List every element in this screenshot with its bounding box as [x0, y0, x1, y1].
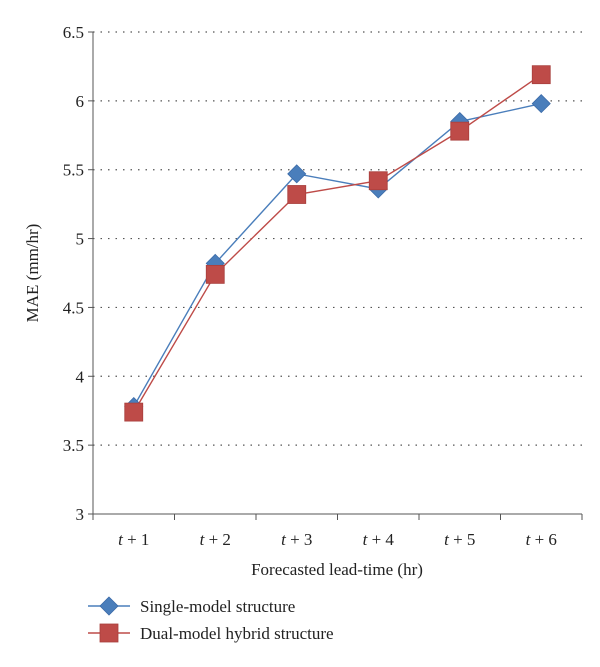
y-tick-label-3: 4.5: [63, 298, 84, 317]
series-2-point-1: [124, 402, 144, 422]
y-tick-label-6: 6: [76, 92, 85, 111]
legend-item-2: Dual-model hybrid structure: [88, 623, 334, 643]
legend-item-1: Single-model structure: [88, 596, 295, 616]
y-tick-labels: 3 3.5 4 4.5 5 5.5 6 6.5: [63, 23, 93, 524]
x-tick-var: t: [118, 530, 124, 549]
x-tick-rest: + 4: [367, 530, 394, 549]
legend-label-2: Dual-model hybrid structure: [140, 624, 334, 643]
gridlines: [93, 31, 582, 446]
x-tick-rest: + 1: [123, 530, 150, 549]
series-2: [124, 65, 551, 422]
y-tick-label-5: 5.5: [63, 161, 84, 180]
legend-marker-2: [99, 623, 119, 643]
x-tick-var: t: [281, 530, 287, 549]
y-tick-label-7: 6.5: [63, 23, 84, 42]
x-tick-label-3: t + 3: [281, 530, 312, 549]
x-tick-label-4: t + 4: [363, 530, 395, 549]
x-axis-title: Forecasted lead-time (hr): [251, 560, 423, 579]
series-line-2: [133, 74, 542, 413]
x-tick-label-1: t + 1: [118, 530, 149, 549]
y-tick-label-4: 5: [76, 230, 85, 249]
x-tick-label-5: t + 5: [444, 530, 475, 549]
x-tick-rest: + 2: [204, 530, 231, 549]
y-tick-label-2: 4: [76, 367, 85, 386]
series-2-point-5: [450, 121, 470, 141]
legend-label-1: Single-model structure: [140, 597, 295, 616]
series-1-point-6: [531, 94, 551, 114]
series-line-1: [133, 102, 542, 407]
x-tick-var: t: [363, 530, 369, 549]
series-2-point-2: [205, 264, 225, 284]
y-tick-label-1: 3.5: [63, 436, 84, 455]
legend-marker-1: [99, 596, 119, 616]
y-axis-title: MAE (mm/hr): [23, 224, 42, 323]
series-1: [124, 94, 551, 417]
x-tick-rest: + 3: [286, 530, 313, 549]
x-tick-label-6: t + 6: [526, 530, 557, 549]
x-tick-var: t: [200, 530, 206, 549]
series-1-point-3: [287, 164, 307, 184]
x-tick-label-2: t + 2: [200, 530, 231, 549]
series-2-point-4: [368, 171, 388, 191]
x-tick-rest: + 5: [449, 530, 476, 549]
series-layer: [124, 65, 551, 422]
x-tick-rest: + 6: [530, 530, 557, 549]
x-tick-var: t: [444, 530, 450, 549]
legend: Single-model structure Dual-model hybrid …: [88, 596, 334, 643]
series-2-point-6: [531, 65, 551, 85]
series-2-point-3: [287, 185, 307, 204]
axes: [92, 32, 582, 515]
y-tick-label-0: 3: [76, 505, 85, 524]
x-tick-var: t: [526, 530, 532, 549]
